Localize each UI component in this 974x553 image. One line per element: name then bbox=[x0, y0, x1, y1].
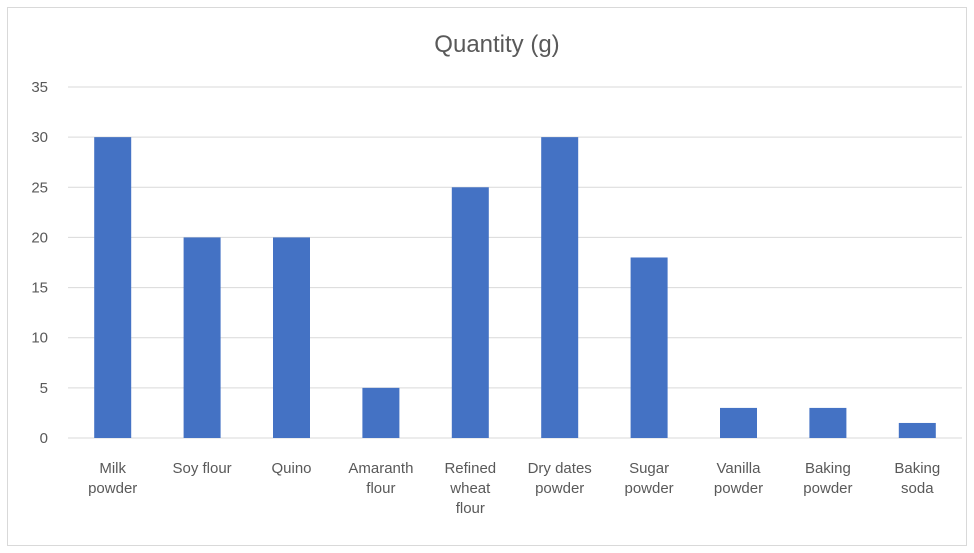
x-category-label: Dry dates powder bbox=[528, 460, 592, 497]
x-category-label-line: Refined bbox=[444, 460, 496, 477]
bar-amaranth-flour bbox=[362, 387, 400, 438]
bar-refined-wheat-flour bbox=[451, 187, 489, 438]
y-tick-label: 10 bbox=[31, 330, 48, 347]
x-category-label: Baking soda bbox=[894, 460, 940, 497]
x-category-label-line: powder bbox=[803, 480, 852, 497]
y-tick-label: 0 bbox=[40, 430, 48, 447]
x-category-label-line: powder bbox=[535, 480, 584, 497]
bar-vanilla-powder bbox=[720, 407, 757, 438]
x-category-label-line: Baking bbox=[805, 460, 851, 477]
y-tick-label: 5 bbox=[40, 380, 48, 397]
x-category-label: Vanilla powder bbox=[714, 460, 763, 497]
x-category-label-line: Dry dates bbox=[528, 460, 592, 477]
chart-title: Quantity (g) bbox=[434, 31, 559, 58]
y-tick-label: 35 bbox=[31, 79, 48, 96]
y-tick-label: 20 bbox=[31, 229, 48, 246]
x-category-label-line: Milk bbox=[99, 460, 126, 477]
x-category-label-line: powder bbox=[88, 480, 137, 497]
x-category-label-line: Amaranth bbox=[348, 460, 413, 477]
x-category-label: Refined wheat flour bbox=[444, 460, 496, 517]
x-category-label-line: Sugar bbox=[629, 460, 669, 477]
x-category-label-line: flour bbox=[366, 480, 395, 497]
y-tick-label: 25 bbox=[31, 179, 48, 196]
bar-dry-dates-powder bbox=[541, 137, 579, 438]
bar-milk-powder bbox=[94, 137, 132, 438]
bar-quino bbox=[273, 237, 310, 438]
x-category-label-line: Quino bbox=[271, 460, 311, 477]
x-category-label-line: wheat bbox=[449, 480, 491, 497]
x-category-label: Amaranth flour bbox=[348, 460, 413, 497]
x-category-label-line: soda bbox=[901, 480, 934, 497]
x-category-label-line: Baking bbox=[894, 460, 940, 477]
bar-baking-powder bbox=[809, 407, 847, 438]
x-category-label-line: powder bbox=[624, 480, 673, 497]
y-tick-label: 30 bbox=[31, 129, 48, 146]
bar-soy-flour bbox=[183, 237, 221, 438]
x-category-label-line: Soy flour bbox=[172, 460, 231, 477]
y-tick-label: 15 bbox=[31, 280, 48, 297]
x-category-label: Milk powder bbox=[88, 460, 137, 497]
x-category-label-line: flour bbox=[456, 500, 485, 517]
x-category-label: Quino bbox=[271, 460, 311, 477]
bars bbox=[94, 137, 936, 438]
x-category-label: Baking powder bbox=[803, 460, 852, 497]
x-category-label-line: Vanilla bbox=[717, 460, 762, 477]
y-axis-ticks: 0 5 10 15 20 25 30 35 bbox=[31, 79, 48, 447]
x-category-label: Sugar powder bbox=[624, 460, 673, 497]
x-category-label: Soy flour bbox=[172, 460, 231, 477]
x-category-label-line: powder bbox=[714, 480, 763, 497]
bar-baking-soda bbox=[898, 422, 936, 438]
bar-sugar-powder bbox=[630, 257, 668, 438]
